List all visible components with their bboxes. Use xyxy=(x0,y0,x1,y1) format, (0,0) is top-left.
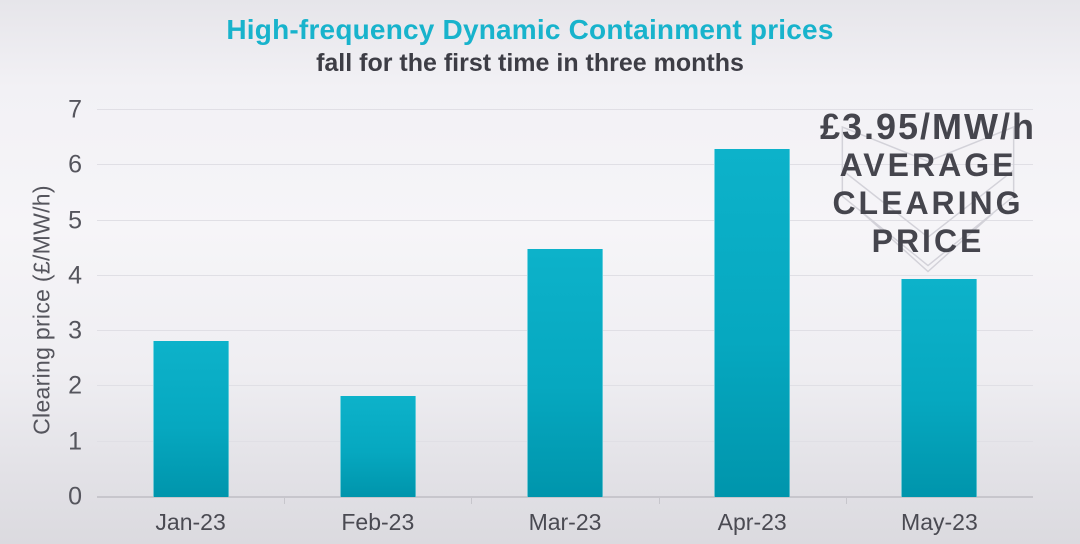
gridline-5 xyxy=(97,219,1033,221)
annotation-price: £3.95/MW/h xyxy=(819,106,1037,147)
y-axis-tick-labels: 0 1 2 3 4 5 6 7 xyxy=(0,96,82,511)
x-tick-label-apr-23: Apr-23 xyxy=(717,509,787,535)
annotation-word-average: AVERAGE xyxy=(839,147,1017,183)
x-tick-mark-3 xyxy=(658,497,660,504)
x-tick-mark-4 xyxy=(845,497,847,504)
x-tick-mark-1 xyxy=(284,497,286,504)
bar-feb-23 xyxy=(339,395,416,497)
chevron-banner-icon xyxy=(841,125,1015,273)
chart-title-accent: High-frequency Dynamic Containment price… xyxy=(226,14,834,45)
bar-may-23 xyxy=(901,278,978,497)
y-tick-label-7: 7 xyxy=(68,95,82,124)
annotation-word-clearing: CLEARING xyxy=(832,185,1024,221)
annotation-word-price: PRICE xyxy=(871,223,985,259)
y-tick-label-2: 2 xyxy=(68,371,82,400)
x-tick-label-feb-23: Feb-23 xyxy=(341,509,415,535)
x-tick-label-jan-23: Jan-23 xyxy=(155,509,226,535)
x-tick-label-mar-23: Mar-23 xyxy=(528,509,602,535)
gridline-6 xyxy=(97,164,1033,166)
bar-mar-23 xyxy=(527,249,603,497)
x-axis-tick-labels: Jan-23 Feb-23 Mar-23 Apr-23 May-23 xyxy=(97,509,1033,539)
plot-area xyxy=(97,109,1033,504)
x-tick-mark-2 xyxy=(471,497,473,504)
bar-jan-23 xyxy=(152,340,229,497)
x-axis-line xyxy=(97,496,1033,498)
y-tick-label-0: 0 xyxy=(68,482,82,511)
y-tick-label-3: 3 xyxy=(68,316,82,345)
y-tick-label-1: 1 xyxy=(68,427,82,456)
bar-apr-23 xyxy=(714,148,791,497)
y-tick-label-6: 6 xyxy=(68,150,82,179)
average-price-annotation: £3.95/MW/h AVERAGE CLEARING PRICE xyxy=(780,96,1076,292)
gridline-7 xyxy=(97,109,1033,110)
chart-title-block: High-frequency Dynamic Containment price… xyxy=(0,14,1060,78)
x-tick-label-may-23: May-23 xyxy=(901,509,978,535)
annotation-text: £3.95/MW/h AVERAGE CLEARING PRICE xyxy=(780,96,1076,260)
y-tick-label-5: 5 xyxy=(68,206,82,235)
y-tick-label-4: 4 xyxy=(68,261,82,290)
chart-title-subtitle: fall for the first time in three months xyxy=(316,49,744,77)
